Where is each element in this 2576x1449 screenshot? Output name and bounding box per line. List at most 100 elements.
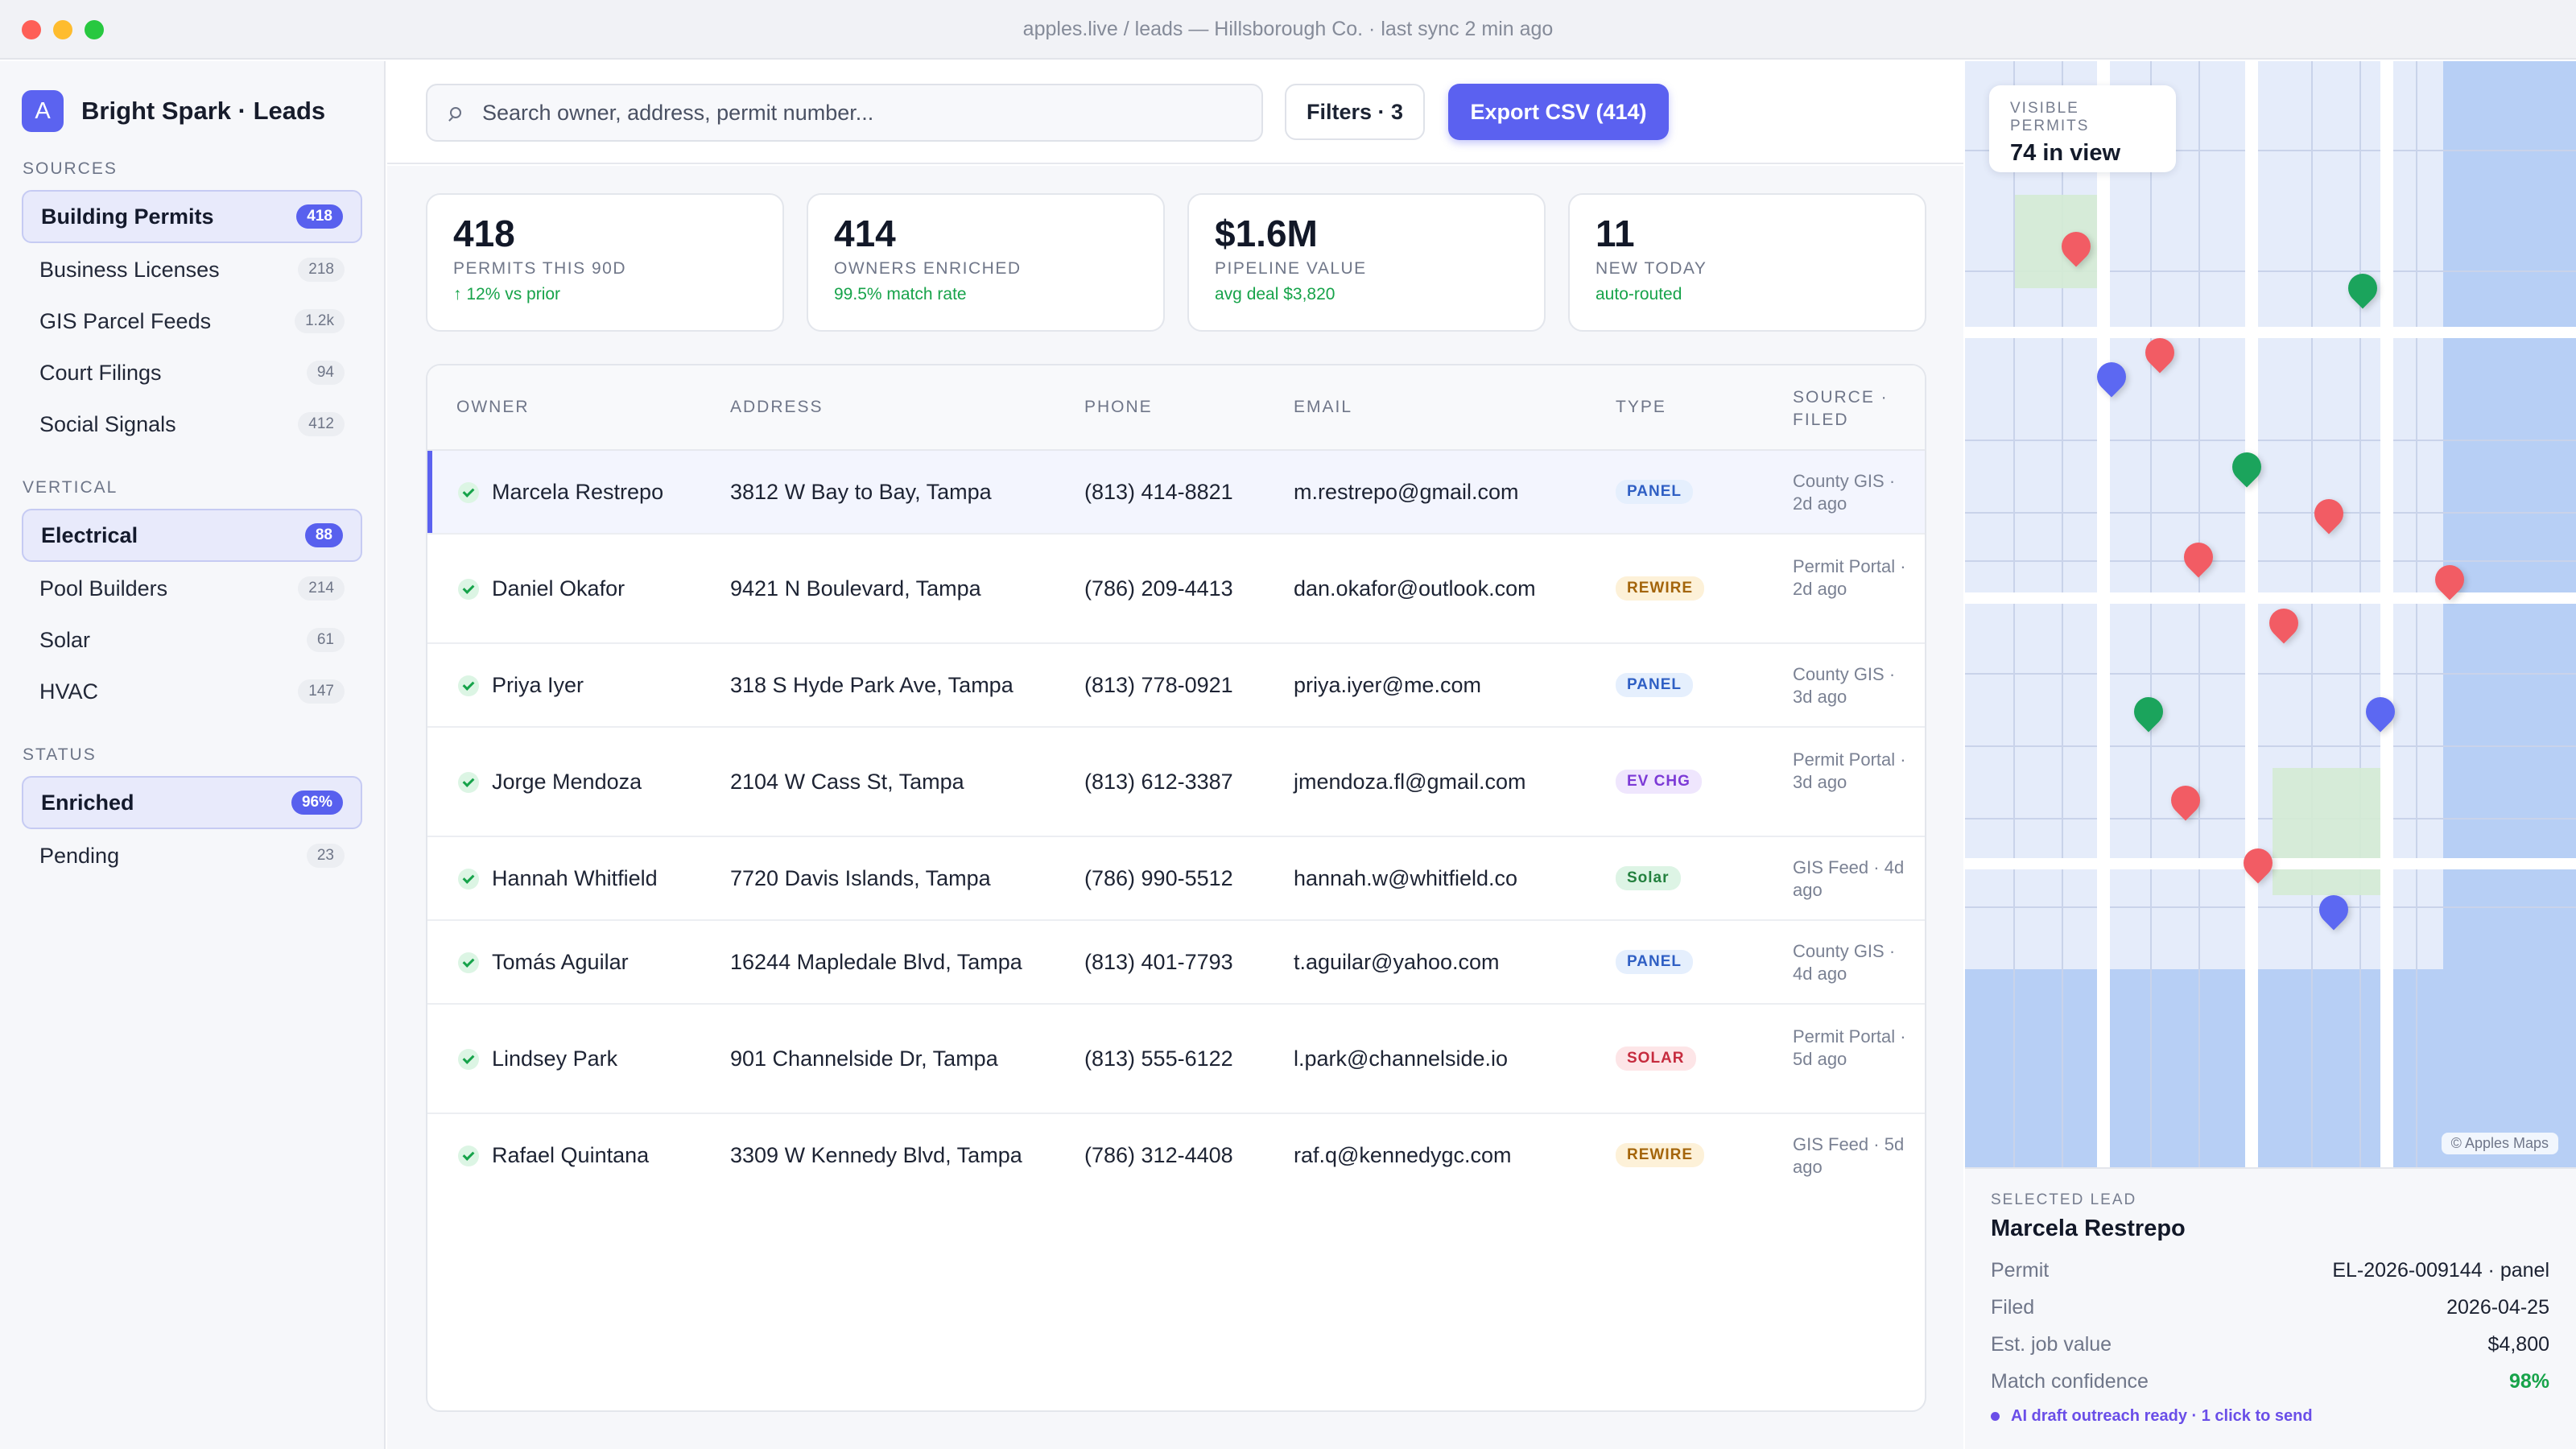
email-cell[interactable]: jmendoza.fl@gmail.com <box>1294 770 1526 794</box>
table-row[interactable]: Priya Iyer 318 S Hyde Park Ave, Tampa (8… <box>427 644 1925 728</box>
table-row[interactable]: Daniel Okafor 9421 N Boulevard, Tampa (7… <box>427 535 1925 644</box>
map-gridline <box>1965 512 2576 514</box>
sidebar-item-label: Building Permits <box>41 204 214 229</box>
stat-value: 414 <box>834 213 896 254</box>
address-cell: 318 S Hyde Park Ave, Tampa <box>730 673 1013 697</box>
address-cell: 7720 Davis Islands, Tampa <box>730 866 991 890</box>
map-road <box>2097 61 2110 1167</box>
stat-card-new-today: 11 NEW TODAY auto-routed <box>1568 193 1926 332</box>
toolbar: Filters · 3 Export CSV (414) <box>387 61 1963 164</box>
owner-cell: Lindsey Park <box>492 1046 618 1071</box>
table-row[interactable]: Hannah Whitfield 7720 Davis Islands, Tam… <box>427 837 1925 921</box>
map-gridline <box>2013 61 2015 1167</box>
column-header-phone[interactable]: PHONE <box>1084 398 1153 416</box>
table-row[interactable]: Lindsey Park 901 Channelside Dr, Tampa (… <box>427 1005 1925 1114</box>
sidebar-item-count: 96% <box>291 791 343 815</box>
sidebar-item-business-licenses[interactable]: Business Licenses 218 <box>22 243 362 296</box>
export-csv-button[interactable]: Export CSV (414) <box>1448 84 1669 140</box>
map-pin[interactable] <box>2308 493 2350 535</box>
map-pin[interactable] <box>2128 691 2169 733</box>
source-cell: County GIS · 4d ago <box>1793 941 1896 984</box>
search-input[interactable] <box>482 100 1207 126</box>
permits-map[interactable]: VISIBLE PERMITS 74 in view © Apples Maps <box>1965 61 2576 1167</box>
sidebar-item-gis-parcel-feeds[interactable]: GIS Parcel Feeds 1.2k <box>22 295 362 348</box>
email-cell[interactable]: l.park@channelside.io <box>1294 1046 1509 1071</box>
sidebar-item-count: 418 <box>296 204 343 229</box>
leads-table: OWNER ADDRESS PHONE EMAIL TYPE SOURCE · … <box>426 364 1926 1412</box>
phone-cell[interactable]: (786) 312-4408 <box>1084 1143 1233 1167</box>
stat-sub: auto-routed <box>1596 285 1682 303</box>
sidebar-item-court-filings[interactable]: Court Filings 94 <box>22 346 362 399</box>
vertical-section-label: VERTICAL <box>23 478 118 497</box>
map-pin[interactable] <box>2139 332 2181 374</box>
sidebar-item-count: 147 <box>298 679 345 704</box>
email-cell[interactable]: raf.q@kennedygc.com <box>1294 1143 1512 1167</box>
map-pin[interactable] <box>2342 267 2384 309</box>
filters-button[interactable]: Filters · 3 <box>1285 84 1425 140</box>
status-section-label: STATUS <box>23 745 97 764</box>
sidebar-item-label: GIS Parcel Feeds <box>39 308 212 333</box>
email-cell[interactable]: priya.iyer@me.com <box>1294 673 1481 697</box>
brand-logo: A <box>22 90 64 132</box>
sidebar-item-count: 412 <box>298 412 345 436</box>
phone-cell[interactable]: (813) 555-6122 <box>1084 1046 1233 1071</box>
email-cell[interactable]: t.aguilar@yahoo.com <box>1294 950 1500 974</box>
table-row[interactable]: Rafael Quintana 3309 W Kennedy Blvd, Tam… <box>427 1114 1925 1198</box>
stat-label: PERMITS THIS 90D <box>453 259 626 278</box>
sidebar-item-solar[interactable]: Solar 61 <box>22 613 362 667</box>
stat-label: OWNERS ENRICHED <box>834 259 1022 278</box>
sidebar-item-social-signals[interactable]: Social Signals 412 <box>22 398 362 451</box>
sidebar-item-label: Enriched <box>41 790 134 815</box>
sidebar-item-label: Social Signals <box>39 411 176 436</box>
sidebar-item-building-permits[interactable]: Building Permits 418 <box>22 190 362 243</box>
map-pin[interactable] <box>2226 446 2268 488</box>
stat-sub: ↑ 12% vs prior <box>453 285 561 303</box>
search-box[interactable] <box>426 84 1263 142</box>
map-road <box>1965 327 2576 338</box>
sidebar-item-hvac[interactable]: HVAC 147 <box>22 665 362 718</box>
source-cell: GIS Feed · 5d ago <box>1793 1134 1905 1177</box>
sidebar-item-pool-builders[interactable]: Pool Builders 214 <box>22 562 362 615</box>
email-cell[interactable]: m.restrepo@gmail.com <box>1294 480 1519 504</box>
table-row[interactable]: Marcela Restrepo 3812 W Bay to Bay, Tamp… <box>427 451 1925 535</box>
column-header-owner[interactable]: OWNER <box>456 398 530 416</box>
stat-card-owners-enriched: 414 OWNERS ENRICHED 99.5% match rate <box>807 193 1165 332</box>
phone-cell[interactable]: (786) 990-5512 <box>1084 866 1233 890</box>
brand: A Bright Spark · Leads <box>22 90 325 132</box>
zoom-window-button[interactable] <box>85 20 104 39</box>
phone-cell[interactable]: (786) 209-4413 <box>1084 576 1233 601</box>
column-header-email[interactable]: EMAIL <box>1294 398 1353 416</box>
sidebar-item-electrical[interactable]: Electrical 88 <box>22 509 362 562</box>
column-header-source-filed[interactable]: SOURCE · FILED <box>1793 388 1889 429</box>
sidebar-item-label: Pool Builders <box>39 576 168 601</box>
map-pin[interactable] <box>2178 536 2219 578</box>
type-badge: REWIRE <box>1616 576 1704 601</box>
minimize-window-button[interactable] <box>53 20 72 39</box>
email-cell[interactable]: dan.okafor@outlook.com <box>1294 576 1536 601</box>
column-header-address[interactable]: ADDRESS <box>730 398 824 416</box>
detail-key: Est. job value <box>1991 1333 2112 1356</box>
email-cell[interactable]: hannah.w@whitfield.co <box>1294 866 1518 890</box>
phone-cell[interactable]: (813) 414-8821 <box>1084 480 1233 504</box>
detail-value: EL-2026-009144 · panel <box>2332 1259 2549 1282</box>
map-attribution: © Apples Maps <box>2441 1133 2558 1154</box>
sidebar-item-enriched[interactable]: Enriched 96% <box>22 776 362 829</box>
map-pin[interactable] <box>2313 889 2355 931</box>
table-row[interactable]: Jorge Mendoza 2104 W Cass St, Tampa (813… <box>427 728 1925 837</box>
selected-lead-name: Marcela Restrepo <box>1991 1216 2186 1241</box>
map-gridline <box>2416 61 2417 1167</box>
close-window-button[interactable] <box>22 20 41 39</box>
ai-outreach-link[interactable]: AI draft outreach ready · 1 click to sen… <box>1991 1407 2313 1426</box>
sidebar-item-pending[interactable]: Pending 23 <box>22 829 362 882</box>
phone-cell[interactable]: (813) 778-0921 <box>1084 673 1233 697</box>
map-pin[interactable] <box>2359 691 2401 733</box>
phone-cell[interactable]: (813) 612-3387 <box>1084 770 1233 794</box>
type-badge: SOLAR <box>1616 1046 1696 1071</box>
map-pin[interactable] <box>2263 602 2305 644</box>
owner-cell: Marcela Restrepo <box>492 480 664 504</box>
table-row[interactable]: Tomás Aguilar 16244 Mapledale Blvd, Tamp… <box>427 921 1925 1005</box>
park-area <box>2273 768 2382 895</box>
phone-cell[interactable]: (813) 401-7793 <box>1084 950 1233 974</box>
column-header-type[interactable]: TYPE <box>1616 398 1666 416</box>
detail-value: $4,800 <box>2487 1333 2549 1356</box>
